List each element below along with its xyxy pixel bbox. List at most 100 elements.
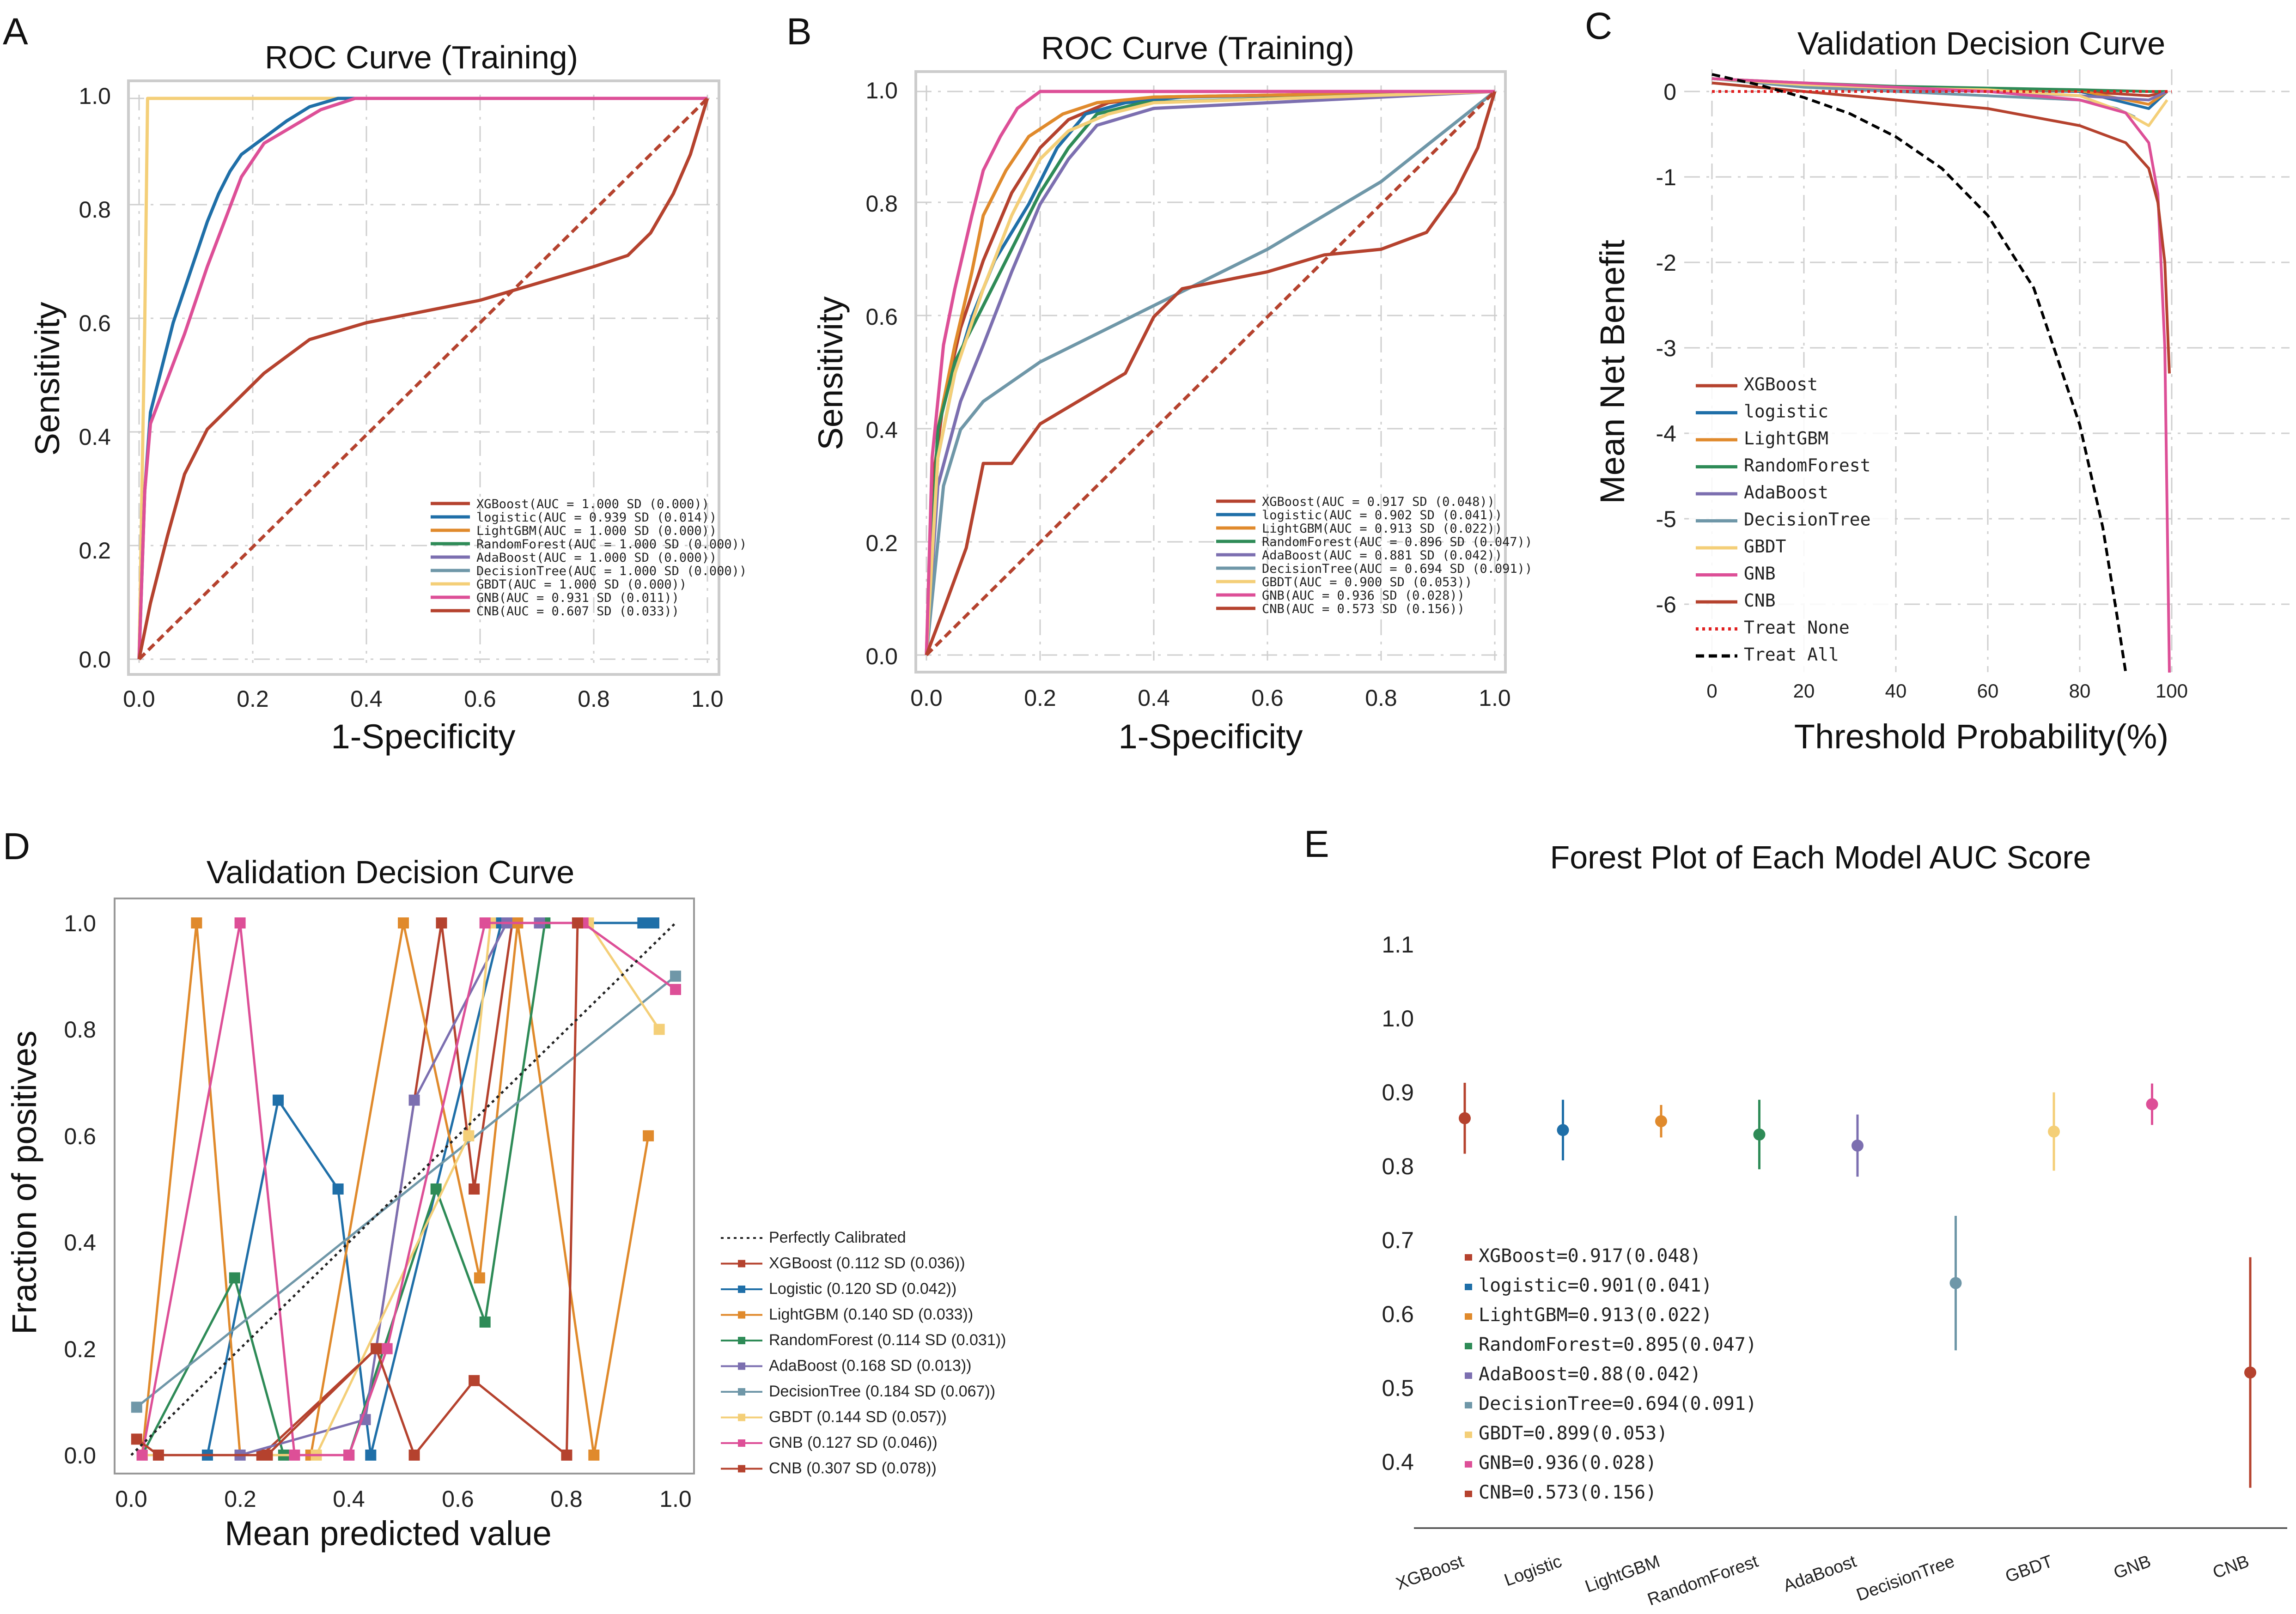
data-point xyxy=(643,1130,654,1141)
tick-label: 0.6 xyxy=(1251,685,1284,711)
panel-c-plot xyxy=(1711,73,2172,673)
data-point xyxy=(561,1450,572,1461)
panel-d-title: Validation Decision Curve xyxy=(207,854,574,890)
legend-label: GNB xyxy=(1744,564,1776,584)
data-point xyxy=(653,1024,665,1035)
legend-label: CNB (0.307 SD (0.078)) xyxy=(769,1460,937,1477)
tick-label: 0.6 xyxy=(1382,1301,1414,1327)
legend-label: DecisionTree xyxy=(1744,510,1871,530)
legend-label: AdaBoost=0.88(0.042) xyxy=(1479,1364,1701,1385)
tick-label: 0.0 xyxy=(865,643,898,669)
panel-d-plot xyxy=(130,917,681,1461)
tick-label: 0.6 xyxy=(442,1486,474,1512)
panel-a-legend: XGBoost(AUC = 1.000 SD (0.000))logistic(… xyxy=(431,497,747,619)
legend-label: DecisionTree (0.184 SD (0.067)) xyxy=(769,1383,995,1400)
legend-label: GNB (0.127 SD (0.046)) xyxy=(769,1434,938,1451)
panel-d-legend: Perfectly Calibrated XGBoost (0.112 SD (0… xyxy=(721,1229,1006,1477)
legend-label: logistic(AUC = 0.939 SD (0.014)) xyxy=(476,510,717,525)
data-point xyxy=(474,1272,485,1284)
legend-label: GBDT(AUC = 1.000 SD (0.000)) xyxy=(476,577,687,592)
tick-label: 0.2 xyxy=(865,530,898,556)
legend-label: Logistic (0.120 SD (0.042)) xyxy=(769,1280,956,1298)
tick-label: 0.2 xyxy=(224,1486,256,1512)
data-point xyxy=(234,917,246,928)
legend-marker xyxy=(738,1414,745,1421)
legend-label: GNB=0.936(0.028) xyxy=(1479,1452,1657,1474)
data-point xyxy=(436,917,447,928)
tick-label: 0.0 xyxy=(64,1443,96,1468)
panel-d-axes xyxy=(114,898,695,1474)
legend-label: LightGBM=0.913(0.022) xyxy=(1479,1305,1712,1326)
data-point xyxy=(1655,1115,1667,1128)
legend-label: CNB(AUC = 0.573 SD (0.156)) xyxy=(1262,602,1465,616)
tick-label: 0.6 xyxy=(865,304,898,330)
tick-label: 0.2 xyxy=(1024,685,1056,711)
tick-label: 0.0 xyxy=(123,686,155,712)
series-line xyxy=(925,91,1497,656)
tick-label: 0.8 xyxy=(865,191,898,217)
legend-label: LightGBM (0.140 SD (0.033)) xyxy=(769,1306,973,1323)
data-point xyxy=(398,917,409,928)
tick-label: 1.0 xyxy=(691,686,724,712)
data-point xyxy=(479,1317,491,1328)
legend-label: AdaBoost(AUC = 0.881 SD (0.042)) xyxy=(1262,548,1502,563)
tick-label: 100 xyxy=(2156,680,2188,702)
panel-d-xticks: 0.0 0.2 0.4 0.6 0.8 1.0 xyxy=(115,1486,692,1512)
panel-d: D Validation Decision Curve 0.0 0.2 0.4 … xyxy=(3,825,1006,1553)
panel-b-ylabel: Sensitivity xyxy=(811,296,850,450)
tick-label: 1.0 xyxy=(1382,1006,1414,1032)
tick-label: 1.0 xyxy=(1479,685,1511,711)
data-point xyxy=(648,917,659,928)
data-point xyxy=(191,917,202,928)
legend-label: LightGBM(AUC = 0.913 SD (0.022)) xyxy=(1262,522,1502,536)
series-line xyxy=(137,97,707,660)
legend-label: Treat All xyxy=(1744,644,1839,665)
tick-label: -2 xyxy=(1656,250,1676,276)
panel-c: C Validation Decision Curve 0 -1 -2 -3 -… xyxy=(1585,5,2290,756)
data-point xyxy=(229,1272,240,1284)
data-point xyxy=(381,1343,393,1354)
data-point xyxy=(152,1450,164,1461)
data-point xyxy=(343,1450,355,1461)
legend-marker xyxy=(738,1465,745,1473)
legend-marker xyxy=(738,1311,745,1319)
legend-label: XGBoost(AUC = 0.917 SD (0.048)) xyxy=(1262,495,1495,509)
tick-label: 0.2 xyxy=(237,686,269,712)
legend-label: AdaBoost (0.168 SD (0.013)) xyxy=(769,1357,971,1375)
tick-label: 20 xyxy=(1793,680,1815,702)
data-point xyxy=(572,917,583,928)
panel-d-xlabel: Mean predicted value xyxy=(225,1514,552,1553)
tick-label: 1.1 xyxy=(1382,932,1414,958)
tick-label: 0.4 xyxy=(350,686,383,712)
data-point xyxy=(136,1450,148,1461)
series-line xyxy=(925,90,1495,655)
panel-d-ylabel: Fraction of positives xyxy=(5,1031,43,1335)
series-line xyxy=(136,975,676,1408)
data-point xyxy=(1557,1124,1569,1136)
tick-label: 80 xyxy=(2069,680,2091,702)
tick-label: 0.2 xyxy=(64,1336,96,1362)
series-line xyxy=(925,90,1495,655)
data-point xyxy=(637,917,649,928)
legend-label: XGBoost xyxy=(1744,374,1818,394)
series-line xyxy=(141,922,676,1456)
panel-a-ylabel: Sensitivity xyxy=(28,302,67,455)
tick-label: 0.5 xyxy=(1382,1375,1414,1401)
tick-label: 1.0 xyxy=(64,910,96,936)
tick-label: 0.4 xyxy=(865,417,898,443)
tick-label: 0.4 xyxy=(64,1230,96,1256)
panel-letter-c: C xyxy=(1585,5,1612,47)
panel-a-title: ROC Curve (Training) xyxy=(265,39,578,75)
legend-label: XGBoost(AUC = 1.000 SD (0.000)) xyxy=(476,497,709,511)
series-line xyxy=(1711,73,2127,673)
series-line xyxy=(137,97,709,660)
panel-e-plot xyxy=(1459,1083,2256,1488)
legend-label: LightGBM xyxy=(1744,428,1828,449)
data-point xyxy=(131,1433,142,1445)
tick-label: 0.4 xyxy=(333,1486,365,1512)
tick-label: 0.8 xyxy=(1365,685,1397,711)
series-line xyxy=(137,97,707,660)
panel-b-title: ROC Curve (Training) xyxy=(1041,30,1354,66)
panel-letter-d: D xyxy=(3,825,30,868)
legend-marker xyxy=(738,1260,745,1268)
